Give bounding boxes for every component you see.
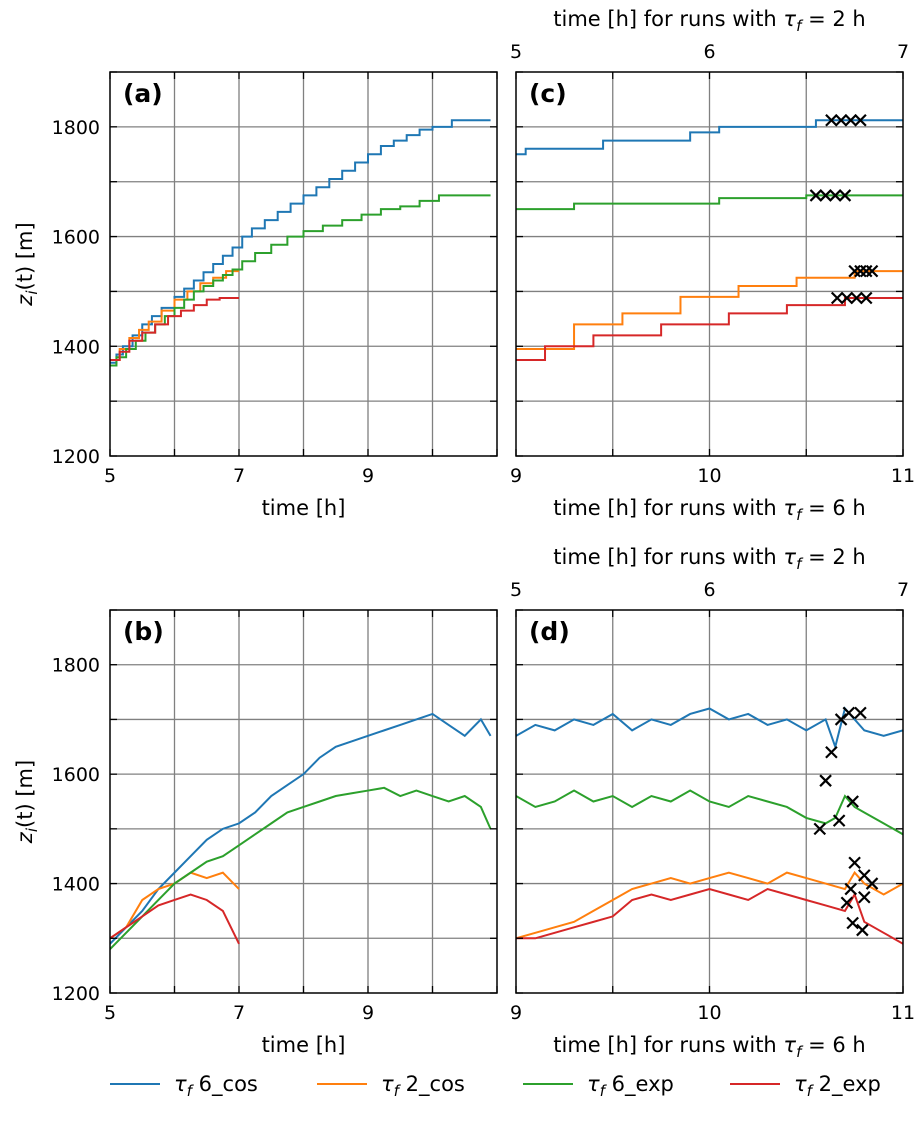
panel-b: 1200 1400 1600 1800 5 7 9 time [h] zi(t) [m] (b) — [13, 609, 498, 1057]
event-marker — [865, 877, 879, 890]
series-group — [516, 119, 903, 361]
x-axis-title: time [h] — [262, 496, 346, 520]
y-tick-label: 1200 — [52, 983, 100, 1005]
y-tick-label: 1800 — [52, 117, 100, 139]
event-marker — [840, 291, 854, 305]
series-line-f2_exp — [516, 887, 903, 945]
legend-entry: τf 6_cos — [174, 1072, 258, 1100]
series-line-f2_exp — [110, 893, 240, 945]
x-tick-label: 10 — [697, 465, 721, 487]
series-line-f6_cos — [110, 119, 491, 364]
event-marker — [850, 291, 863, 305]
x-tick-label: 9 — [510, 1002, 522, 1024]
series-group — [110, 712, 492, 950]
series-line-f6_exp — [110, 786, 492, 950]
top-x-tick-label: 7 — [897, 579, 909, 601]
event-marker — [842, 706, 856, 720]
legend-entry: τf 2_cos — [381, 1072, 465, 1100]
event-marker — [854, 706, 867, 720]
series-line-f2_cos — [516, 270, 903, 351]
y-tick-label: 1400 — [52, 336, 100, 358]
y-tick-label: 1400 — [52, 874, 100, 896]
series-line-f6_cos — [110, 712, 492, 945]
panel-d: 9 10 11 5 6 7 time [h] for runs with τf = 2 h t… — [510, 545, 915, 1061]
series-line-f6_exp — [516, 789, 903, 836]
x-tick-label: 7 — [233, 465, 245, 487]
panel-letter: (b) — [123, 617, 164, 646]
event-marker — [859, 291, 873, 305]
legend: τf 6_cos τf 2_cos τf 6_exp τf 2_exp — [110, 1072, 881, 1100]
panel-letter: (c) — [529, 79, 567, 108]
event-marker — [834, 113, 848, 127]
event-marker — [840, 896, 854, 909]
x-tick-label: 9 — [362, 465, 374, 487]
series-line-f6_exp — [516, 194, 903, 211]
event-marker — [838, 189, 852, 202]
x-axis-title: time [h] for runs with τf = 6 h — [553, 1033, 865, 1061]
y-tick-label: 1800 — [52, 655, 100, 677]
x-axis-title: time [h] — [262, 1033, 346, 1057]
series-line-f2_cos — [516, 870, 903, 940]
series-group — [110, 119, 491, 367]
legend-entry: τf 6_exp — [587, 1072, 674, 1100]
event-marker — [854, 113, 867, 127]
top-x-tick-label: 6 — [703, 579, 715, 601]
event-marker — [825, 745, 838, 759]
y-tick-label: 1200 — [52, 446, 100, 468]
event-marker — [813, 822, 827, 836]
event-marker — [819, 189, 832, 202]
event-marker — [865, 264, 879, 278]
event-marker — [844, 113, 858, 127]
top-x-tick-label: 7 — [897, 41, 909, 63]
top-x-axis-title: time [h] for runs with τf = 2 h — [553, 545, 865, 573]
y-axis-title: zi(t) [m] — [13, 222, 41, 306]
event-marker — [832, 814, 846, 827]
x-tick-label: 9 — [510, 465, 522, 487]
series-line-f2_exp — [110, 297, 239, 361]
x-tick-label: 5 — [104, 1002, 116, 1024]
x-tick-label: 9 — [362, 1002, 374, 1024]
event-marker — [809, 189, 823, 202]
event-marker — [844, 882, 858, 896]
event-marker — [848, 856, 861, 870]
event-marker — [825, 113, 838, 127]
event-marker — [828, 189, 842, 202]
x-tick-label: 10 — [697, 1002, 721, 1024]
top-x-tick-label: 5 — [510, 41, 522, 63]
event-marker — [856, 923, 869, 937]
y-axis-title: zi(t) [m] — [13, 760, 41, 844]
x-tick-label: 11 — [891, 465, 915, 487]
event-marker — [830, 291, 844, 305]
x-tick-label: 5 — [104, 465, 116, 487]
x-tick-label: 7 — [233, 1002, 245, 1024]
y-tick-label: 1600 — [52, 227, 100, 249]
legend-entry: τf 2_exp — [794, 1072, 881, 1100]
series-line-f6_cos — [516, 119, 903, 156]
panel-letter: (a) — [123, 79, 163, 108]
event-marker — [846, 795, 859, 808]
event-marker — [819, 774, 832, 787]
panel-c: 9 10 11 5 6 7 time [h] for runs with τf = 2 h t… — [510, 7, 915, 524]
top-x-tick-label: 6 — [703, 41, 715, 63]
event-marker — [846, 916, 859, 930]
x-tick-label: 11 — [891, 1002, 915, 1024]
series-line-f2_exp — [516, 297, 903, 361]
top-x-axis-title: time [h] for runs with τf = 2 h — [553, 7, 865, 35]
top-x-tick-label: 5 — [510, 579, 522, 601]
panel-a: 1200 1400 1600 1800 5 7 9 time [h] zi(t) [m] (a) — [13, 71, 498, 520]
series-line-f6_exp — [110, 194, 491, 367]
event-marker — [858, 890, 871, 904]
panel-letter: (d) — [529, 617, 570, 646]
y-tick-label: 1600 — [52, 764, 100, 786]
x-axis-title: time [h] for runs with τf = 6 h — [553, 496, 865, 524]
